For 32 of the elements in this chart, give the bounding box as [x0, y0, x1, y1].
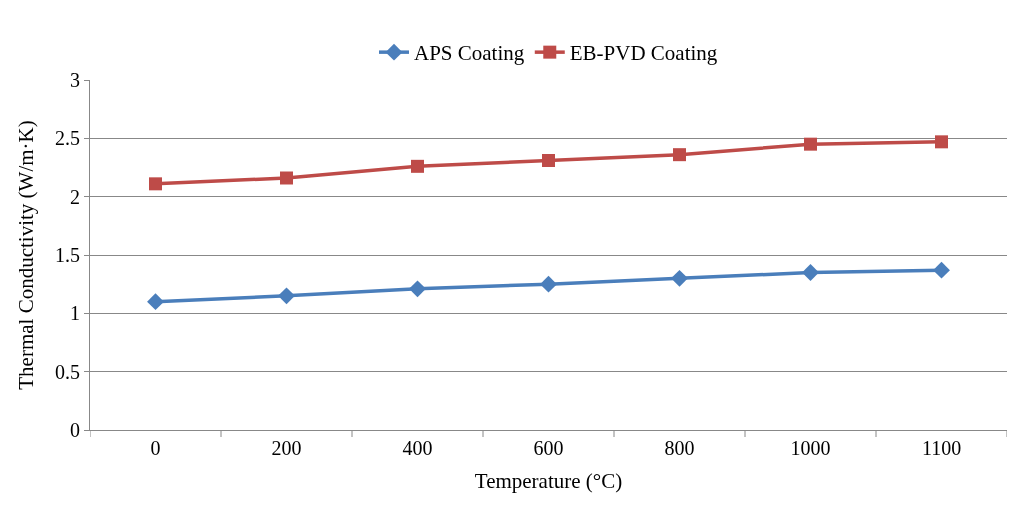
y-tick-label: 2.5: [55, 127, 80, 150]
x-tick-label: 400: [402, 437, 433, 459]
point: [409, 280, 426, 298]
x-tick-label: 1100: [921, 437, 962, 459]
y-tick-label: 3: [70, 69, 80, 91]
point: [673, 148, 686, 162]
point: [935, 135, 948, 149]
x-tick-label: 0: [150, 437, 161, 459]
point: [280, 171, 293, 185]
legend-label: EB-PVD Coating: [569, 41, 718, 66]
legend-label: APS Coating: [414, 41, 525, 66]
point: [542, 154, 555, 167]
y-tick-label: 0.5: [55, 360, 80, 383]
point: [278, 287, 295, 305]
point: [149, 177, 162, 191]
point: [147, 293, 164, 311]
x-tick-label: 600: [533, 437, 564, 459]
point: [540, 275, 557, 293]
y-tick-label: 0: [70, 419, 80, 441]
y-tick-label: 1.5: [55, 244, 80, 266]
point: [671, 269, 688, 287]
x-tick-label: 800: [664, 437, 695, 459]
point: [933, 261, 950, 279]
x-tick-label: 1000: [790, 437, 831, 459]
x-tick-label: 200: [271, 437, 302, 459]
y-tick-label: 2: [70, 185, 80, 208]
point: [411, 159, 424, 173]
y-tick-label: 1: [70, 302, 80, 325]
y-axis-title: Thermal Conductivity (W/m·K): [14, 120, 39, 390]
x-axis-title: Temperature (°C): [474, 469, 623, 494]
point: [804, 137, 817, 151]
point: [802, 264, 819, 281]
